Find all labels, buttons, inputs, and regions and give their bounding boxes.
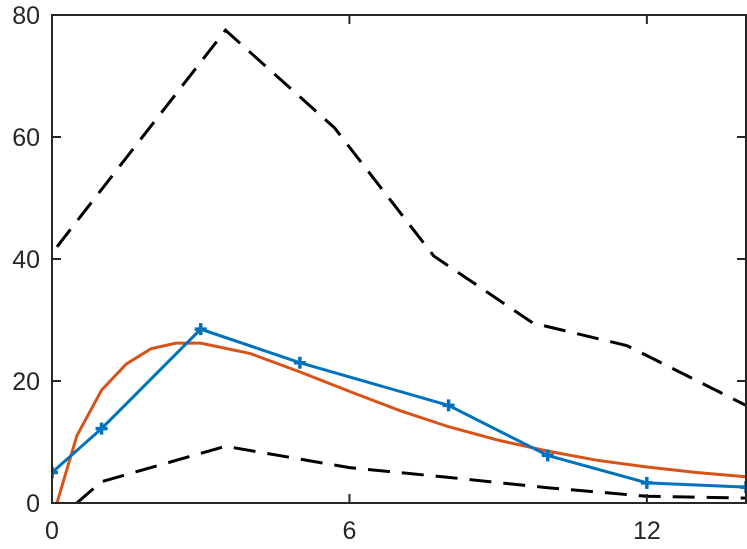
data-point (52, 466, 58, 479)
series-line (55, 341, 747, 503)
series-line (75, 444, 747, 503)
series-line (52, 327, 747, 489)
data-point (194, 323, 207, 336)
axes-box (51, 14, 747, 504)
x-tick-label: 12 (633, 517, 661, 545)
series-line (55, 28, 747, 407)
plot-area (52, 28, 747, 503)
data-point (95, 422, 108, 435)
data-point (640, 476, 653, 489)
data-point (442, 399, 455, 412)
x-tick-label: 6 (342, 517, 356, 545)
y-tick-label: 80 (12, 2, 40, 30)
y-tick-label: 20 (12, 368, 40, 396)
y-tick-label: 60 (12, 124, 40, 152)
data-point (293, 356, 306, 369)
x-tick-label: 0 (45, 517, 59, 545)
y-tick-label: 40 (12, 246, 40, 274)
y-tick-label: 0 (26, 490, 40, 518)
data-point (541, 449, 554, 462)
